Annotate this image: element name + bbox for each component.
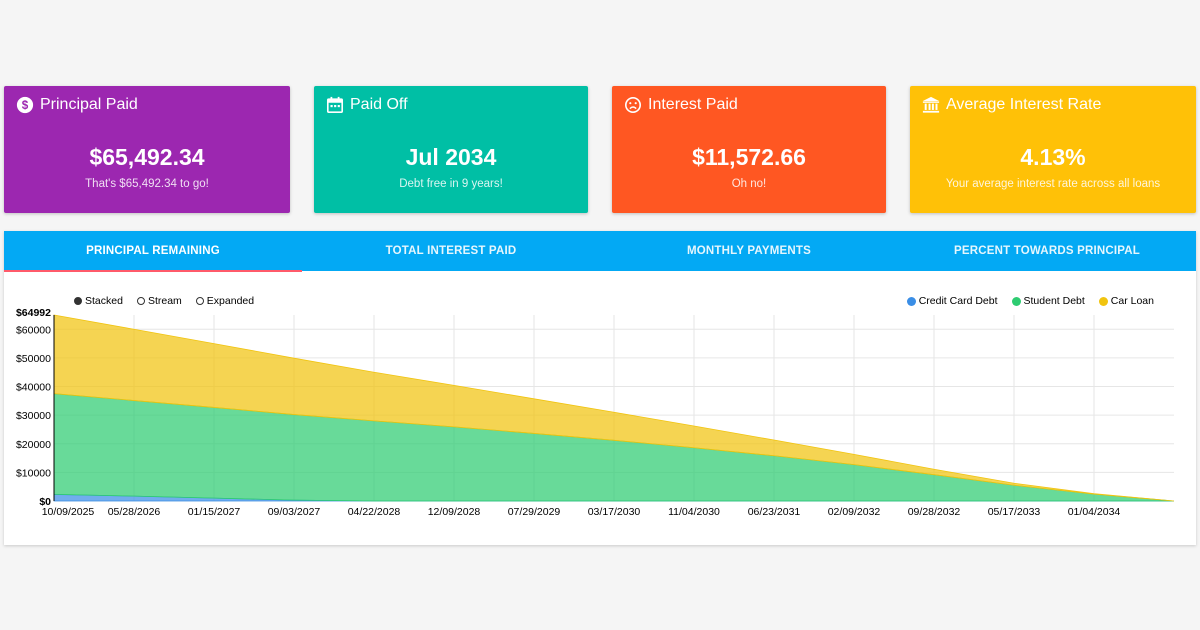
x-tick-label: 07/29/2029 <box>508 506 561 518</box>
y-tick-label: $50000 <box>16 353 51 365</box>
control-label: Stacked <box>85 295 123 307</box>
x-tick-label: 12/09/2028 <box>428 506 481 518</box>
chart-legend: Credit Card Debt Student Debt Car Loan <box>893 295 1154 307</box>
x-tick-label: 02/09/2032 <box>828 506 881 518</box>
calendar-icon <box>326 96 344 114</box>
x-tick-label: 01/15/2027 <box>188 506 241 518</box>
tab-percent-towards-principal[interactable]: PERCENT TOWARDS PRINCIPAL <box>953 245 1141 257</box>
card-title: Average Interest Rate <box>946 96 1102 113</box>
legend-label: Credit Card Debt <box>918 295 998 307</box>
control-label: Expanded <box>206 295 255 307</box>
legend-credit-card-debt[interactable]: Credit Card Debt <box>906 295 998 307</box>
card-value: $65,492.34 <box>89 144 205 170</box>
x-tick-label: 01/04/2034 <box>1068 506 1121 518</box>
y-tick-label: $30000 <box>16 410 51 422</box>
card-subtitle: Your average interest rate across all lo… <box>945 178 1161 190</box>
x-tick-label: 11/04/2030 <box>668 506 720 518</box>
legend-car-loan[interactable]: Car Loan <box>1098 295 1154 307</box>
x-tick-label: 04/22/2028 <box>348 506 401 518</box>
card-header: Interest Paid <box>624 96 738 114</box>
y-tick-label: $0 <box>39 496 51 508</box>
card-title: Paid Off <box>350 96 408 113</box>
control-stacked[interactable]: Stacked <box>74 295 123 307</box>
svg-text:$: $ <box>22 99 29 112</box>
radio-dot-icon <box>136 297 145 305</box>
tab-monthly-payments[interactable]: MONTHLY PAYMENTS <box>687 245 811 257</box>
legend-swatch <box>1011 296 1021 306</box>
card-subtitle: Oh no! <box>731 178 767 190</box>
card-interest-paid: Interest Paid $11,572.66 Oh no! <box>612 86 886 213</box>
tab-principal-remaining[interactable]: PRINCIPAL REMAINING <box>4 231 302 272</box>
card-value: $11,572.66 <box>692 144 806 170</box>
legend-student-debt[interactable]: Student Debt <box>1011 295 1085 307</box>
x-tick-label: 06/23/2031 <box>748 506 801 518</box>
x-tick-label: 10/09/2025 <box>42 506 95 518</box>
control-stream[interactable]: Stream <box>136 295 182 307</box>
card-value: Jul 2034 <box>405 144 497 170</box>
card-header: Average Interest Rate <box>922 96 1101 114</box>
card-title: Principal Paid <box>40 96 138 113</box>
x-tick-label: 03/17/2030 <box>588 506 641 518</box>
radio-dot-icon <box>195 297 204 305</box>
legend-swatch <box>906 296 916 306</box>
x-tick-label: 09/28/2032 <box>908 506 961 518</box>
y-tick-label: $10000 <box>16 467 51 479</box>
card-header: Paid Off <box>326 96 408 114</box>
legend-label: Car Loan <box>1110 295 1154 307</box>
control-expanded[interactable]: Expanded <box>195 295 255 307</box>
legend-swatch <box>1098 296 1108 306</box>
sad-face-icon <box>624 96 642 114</box>
tab-total-interest-paid[interactable]: TOTAL INTEREST PAID <box>385 245 517 257</box>
card-average-interest-rate: Average Interest Rate 4.13% Your average… <box>910 86 1196 213</box>
card-principal-paid: $ Principal Paid $65,492.34 That's $65,4… <box>4 86 290 213</box>
x-tick-label: 05/28/2026 <box>108 506 161 518</box>
control-label: Stream <box>147 295 182 307</box>
area-chart: $0 $10000 $20000 $30000 $40000 $50000 $60000 $6… <box>16 307 1175 518</box>
chart-style-controls: Stacked Stream Expanded <box>74 295 268 307</box>
legend-label: Student Debt <box>1023 295 1085 307</box>
x-tick-label: 05/17/2033 <box>988 506 1041 518</box>
area-car-loan <box>53 314 1175 502</box>
y-max-label: $64992 <box>16 307 51 319</box>
bank-icon <box>922 96 940 114</box>
card-paid-off: Paid Off Jul 2034 Debt free in 9 years! <box>314 86 588 213</box>
radio-dot-icon <box>74 297 82 305</box>
tab-bar: PRINCIPAL REMAINING TOTAL INTEREST PAID … <box>4 231 1196 272</box>
y-tick-label: $60000 <box>16 324 51 336</box>
card-subtitle: That's $65,492.34 to go! <box>85 178 209 190</box>
chart-panel: PRINCIPAL REMAINING TOTAL INTEREST PAID … <box>4 231 1196 545</box>
card-title: Interest Paid <box>648 96 738 113</box>
dollar-circle-icon: $ <box>16 96 34 114</box>
y-tick-label: $40000 <box>16 382 51 394</box>
y-tick-label: $20000 <box>16 439 51 451</box>
x-tick-label: 09/03/2027 <box>268 506 321 518</box>
card-value: 4.13% <box>1020 144 1086 170</box>
card-header: $ Principal Paid <box>16 96 138 114</box>
card-subtitle: Debt free in 9 years! <box>399 178 503 190</box>
